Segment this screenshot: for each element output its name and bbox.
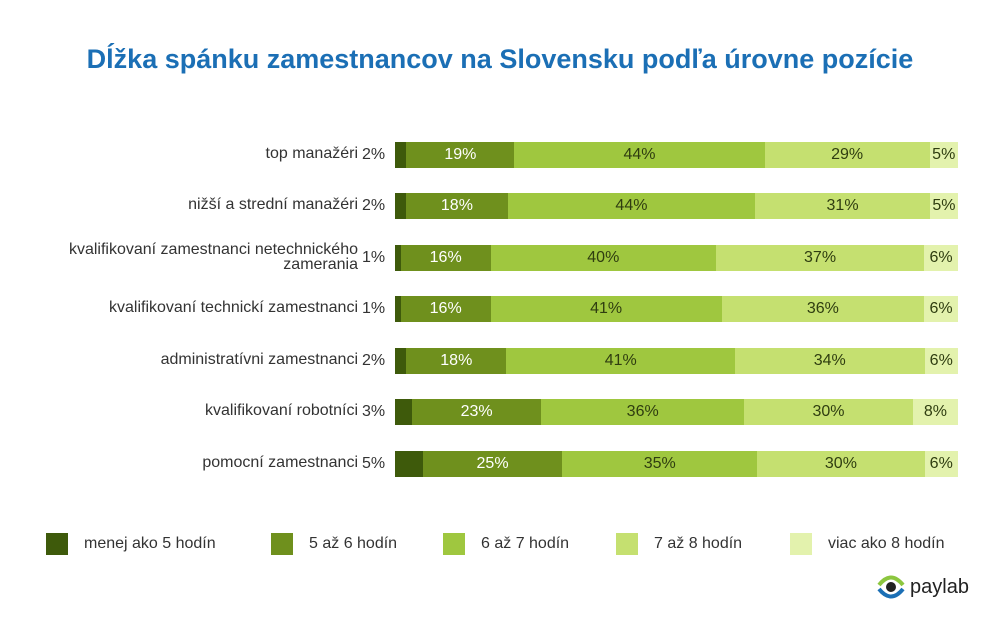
legend-item: 5 až 6 hodín xyxy=(271,533,397,555)
category-label: kvalifikovaní technickí zamestnanci xyxy=(109,299,358,316)
bar-segment: 41% xyxy=(490,296,722,322)
bar-segment: 31% xyxy=(755,193,930,219)
data-label: 5% xyxy=(362,455,386,472)
legend-item: 6 až 7 hodín xyxy=(443,533,569,555)
legend-item: viac ako 8 hodín xyxy=(790,533,945,555)
data-label: 3% xyxy=(362,403,386,420)
bar-segment: 18% xyxy=(406,193,508,219)
bar-segment: 25% xyxy=(422,451,563,477)
bar-segment xyxy=(395,245,401,271)
bar-row: kvalifikovaní technickí zamestnanci 1% 16%… xyxy=(0,296,1000,322)
bar-segment: 23% xyxy=(411,399,542,425)
bar-segment: 19% xyxy=(406,142,515,168)
category-label: administratívni zamestnanci xyxy=(160,351,358,368)
legend-label: 7 až 8 hodín xyxy=(654,535,743,552)
bar-segment: 6% xyxy=(924,348,958,374)
bar-segment: 35% xyxy=(562,451,758,477)
bar-segment: 30% xyxy=(757,451,925,477)
chart-title: Dĺžka spánku zamestnancov na Slovensku p… xyxy=(86,44,914,74)
bar-segment: 6% xyxy=(924,245,958,271)
bar-row: top manažéri 2% 19% 44% 29% 5% xyxy=(0,142,1000,168)
bar-segment: 44% xyxy=(507,193,756,219)
data-label: 1% xyxy=(362,249,386,266)
eye-logo-icon xyxy=(877,575,905,599)
bar-segment: 6% xyxy=(924,451,958,477)
bar-row: kvalifikovaní robotníci 3% 23% 36% 30% 8% xyxy=(0,399,1000,425)
category-label: nižší a strední manažéri xyxy=(188,196,358,213)
legend-swatch xyxy=(271,533,293,555)
bar-segment: 5% xyxy=(929,193,958,219)
bar-segment: 34% xyxy=(735,348,925,374)
bar-row: kvalifikovaní zamestnanci netechnického … xyxy=(0,241,1000,273)
bar-segment xyxy=(395,399,412,425)
data-label: 2% xyxy=(362,197,386,214)
data-label: 2% xyxy=(362,146,386,163)
bar-segment xyxy=(395,348,407,374)
bar-segment: 30% xyxy=(744,399,913,425)
data-label: 2% xyxy=(362,352,386,369)
bar-segment: 5% xyxy=(929,142,958,168)
bar-segment: 40% xyxy=(490,245,716,271)
category-label: kvalifikovaní zamestnanci netechnického … xyxy=(68,241,358,273)
bar-segment: 36% xyxy=(541,399,745,425)
bar-segment: 16% xyxy=(400,245,491,271)
bar-row: pomocní zamestnanci 5% 25% 35% 30% 6% xyxy=(0,451,1000,477)
legend-item: 7 až 8 hodín xyxy=(616,533,742,555)
bar-row: nižší a strední manažéri 2% 18% 44% 31% 5% xyxy=(0,193,1000,219)
bar-segment: 41% xyxy=(506,348,735,374)
legend-label: 5 až 6 hodín xyxy=(309,535,398,552)
legend-label: 6 až 7 hodín xyxy=(481,535,570,552)
logo-text: paylab xyxy=(910,575,969,598)
bar-segment: 37% xyxy=(715,245,925,271)
legend-swatch xyxy=(46,533,68,555)
bar-segment xyxy=(395,193,407,219)
legend: menej ako 5 hodín 5 až 6 hodín 6 až 7 hodí… xyxy=(0,533,1000,557)
bar-row: administratívni zamestnanci 2% 18% 41% 34% 6% xyxy=(0,348,1000,374)
bar-segment: 18% xyxy=(406,348,507,374)
legend-label: menej ako 5 hodín xyxy=(84,535,216,552)
bar-segment: 6% xyxy=(924,296,958,322)
bar-segment: 36% xyxy=(721,296,925,322)
legend-item: menej ako 5 hodín xyxy=(46,533,216,555)
bar-segment xyxy=(395,142,407,168)
legend-swatch xyxy=(790,533,812,555)
legend-label: viac ako 8 hodín xyxy=(828,535,945,552)
category-label: kvalifikovaní robotníci xyxy=(205,402,358,419)
bar-segment: 29% xyxy=(764,142,930,168)
paylab-logo: paylab xyxy=(876,572,969,602)
legend-swatch xyxy=(616,533,638,555)
legend-swatch xyxy=(443,533,465,555)
bar-segment: 16% xyxy=(400,296,491,322)
bar-segment xyxy=(395,451,423,477)
data-label: 1% xyxy=(362,300,386,317)
bar-segment: 8% xyxy=(912,399,958,425)
category-label: pomocní zamestnanci xyxy=(202,454,358,471)
bar-segment: 44% xyxy=(514,142,765,168)
category-label: top manažéri xyxy=(265,145,359,162)
bar-segment xyxy=(395,296,401,322)
